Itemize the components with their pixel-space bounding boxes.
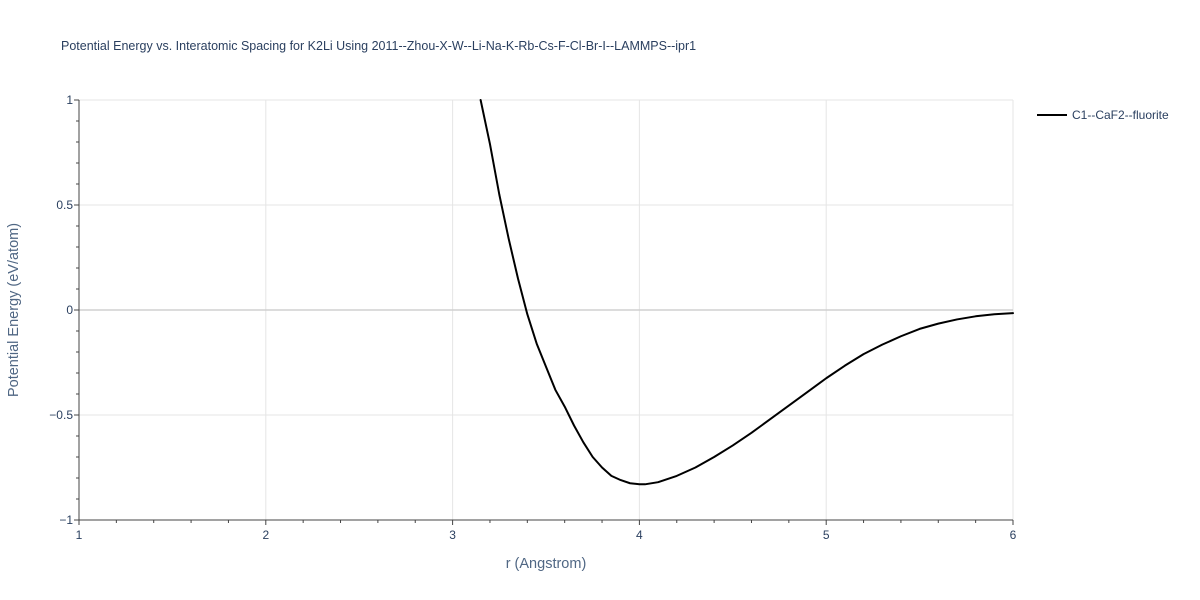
chart-title: Potential Energy vs. Interatomic Spacing… xyxy=(61,39,696,53)
series-layer xyxy=(479,99,1014,486)
x-tick-label: 2 xyxy=(262,528,269,542)
x-tick-label: 4 xyxy=(636,528,643,542)
grid-layer xyxy=(79,99,1014,520)
x-tick-label: 3 xyxy=(449,528,456,542)
legend-label: C1--CaF2--fluorite xyxy=(1072,108,1169,122)
x-tick-label: 5 xyxy=(823,528,830,542)
legend[interactable]: C1--CaF2--fluorite xyxy=(1037,108,1169,122)
y-axis-title: Potential Energy (eV/atom) xyxy=(6,223,22,397)
series-line xyxy=(479,99,1014,486)
x-axis-title: r (Angstrom) xyxy=(506,556,587,572)
axis-layer: 1 2 3 4 5 6 −1 −0.5 0 0.5 1 xyxy=(49,93,1016,542)
x-tick-label: 6 xyxy=(1010,528,1017,542)
y-tick-label: 0.5 xyxy=(56,198,73,212)
x-tick-label: 1 xyxy=(76,528,83,542)
y-tick-label: 0 xyxy=(66,303,73,317)
y-tick-label: −1 xyxy=(59,513,73,527)
y-tick-label: −0.5 xyxy=(49,408,73,422)
y-tick-label: 1 xyxy=(66,93,73,107)
